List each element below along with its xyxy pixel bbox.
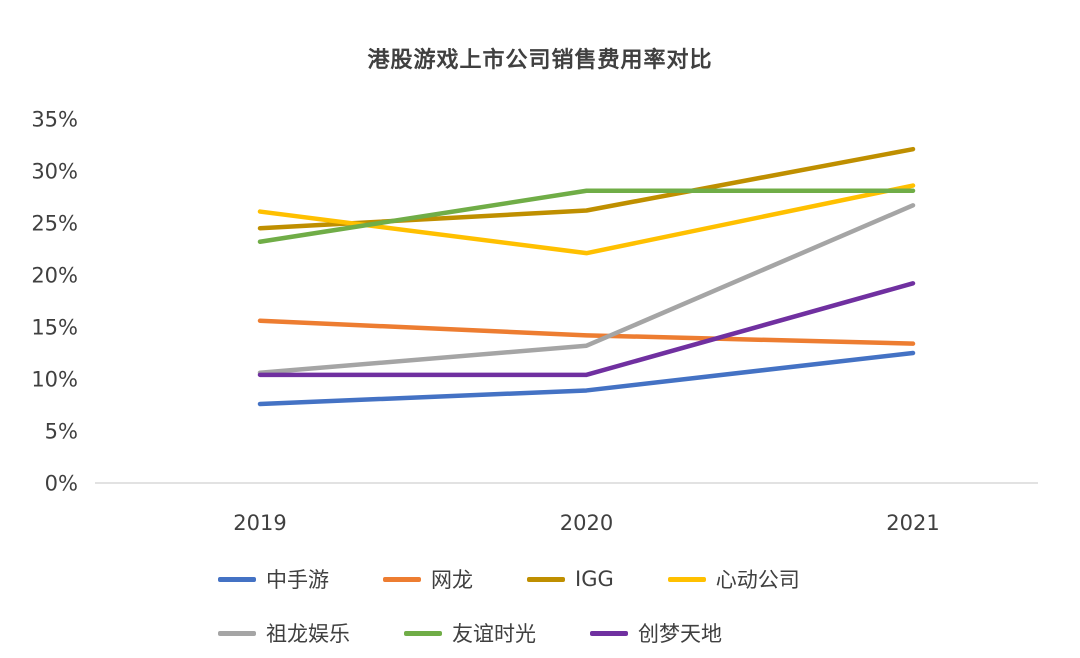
- legend-line-swatch: [218, 630, 256, 636]
- legend-row: 中手游 网龙 IGG 心动公司: [218, 564, 800, 594]
- y-axis-tick-label: 35%: [31, 108, 78, 132]
- y-axis-tick-label: 10%: [31, 368, 78, 392]
- chart-plot-area: 0% 5% 10% 15% 20% 25% 30% 35% 2019 2020 2021: [31, 108, 1038, 535]
- series-line-网龙: [257, 318, 916, 346]
- chart-title: 港股游戏上市公司销售费用率对比: [367, 48, 713, 73]
- legend-item-创梦天地: 创梦天地: [590, 618, 722, 648]
- legend-item-祖龙娱乐: 祖龙娱乐: [218, 618, 350, 648]
- legend-label: 祖龙娱乐: [266, 622, 350, 646]
- legend-label: 心动公司: [715, 568, 800, 592]
- series-line-心动公司: [257, 183, 916, 256]
- chart-legend: 中手游 网龙 IGG 心动公司祖龙娱乐 友谊时光 创梦天地: [218, 564, 800, 648]
- series-line-创梦天地: [257, 281, 916, 378]
- legend-item-IGG: IGG: [527, 567, 614, 591]
- x-axis-label: 2020: [560, 511, 613, 535]
- series-line-友谊时光: [257, 188, 916, 244]
- legend-label: 友谊时光: [452, 622, 536, 646]
- legend-line-swatch: [667, 576, 706, 582]
- y-axis-tick-label: 25%: [31, 212, 78, 236]
- x-axis-label: 2019: [233, 511, 286, 535]
- series-line-中手游: [257, 350, 916, 407]
- legend-label: 中手游: [266, 568, 329, 592]
- legend-line-swatch: [527, 576, 565, 582]
- legend-item-心动公司: 心动公司: [667, 564, 800, 594]
- y-axis-tick-label: 15%: [31, 316, 78, 340]
- y-axis-tick-label: 20%: [31, 264, 78, 288]
- series-line-IGG: [257, 146, 916, 231]
- y-axis-tick-label: 0%: [45, 472, 78, 496]
- legend-label: 创梦天地: [638, 622, 722, 646]
- legend-line-swatch: [218, 576, 256, 582]
- y-axis-tick-label: 5%: [45, 420, 78, 444]
- legend-row: 祖龙娱乐 友谊时光 创梦天地: [218, 618, 800, 648]
- legend-line-swatch: [404, 630, 442, 636]
- legend-label: 网龙: [431, 568, 473, 592]
- legend-item-中手游: 中手游: [218, 564, 329, 594]
- legend-item-网龙: 网龙: [383, 564, 473, 594]
- legend-label: IGG: [575, 567, 614, 591]
- y-axis-tick-label: 30%: [31, 160, 78, 184]
- series-line-祖龙娱乐: [257, 203, 916, 376]
- legend-item-友谊时光: 友谊时光: [404, 618, 536, 648]
- legend-line-swatch: [383, 576, 421, 582]
- x-axis-label: 2021: [886, 511, 939, 535]
- legend-line-swatch: [590, 630, 628, 636]
